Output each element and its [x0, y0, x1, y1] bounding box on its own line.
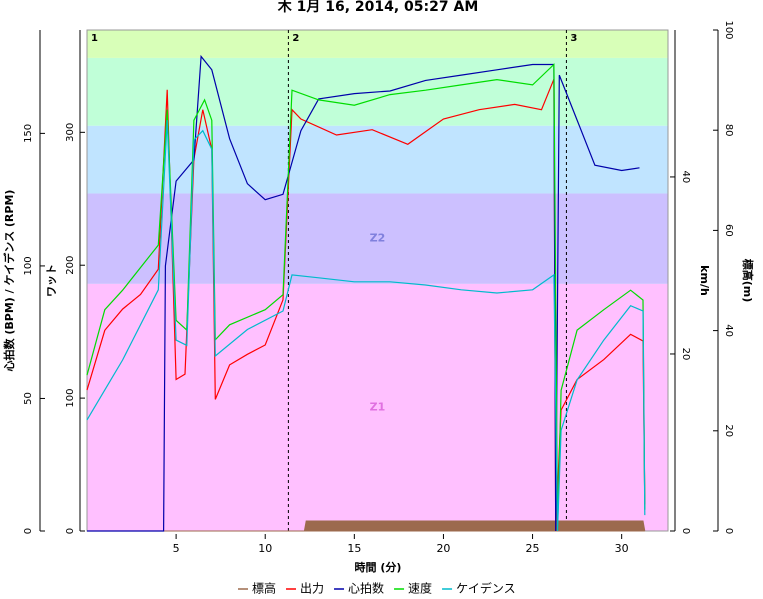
y-tick-label: 100	[65, 389, 76, 408]
y-axis-title: 標高(m)	[741, 259, 755, 303]
y-tick-label: 20	[723, 424, 734, 437]
y-tick-label: 0	[723, 528, 734, 534]
y-axis-title: km/h	[698, 265, 711, 296]
x-tick-label: 5	[173, 542, 180, 555]
x-tick-label: 20	[436, 542, 450, 555]
x-tick-label: 30	[615, 542, 629, 555]
y-axis-title: 心拍数 (BPM) / ケイデンス (RPM)	[2, 190, 16, 372]
x-tick-label: 15	[347, 542, 361, 555]
legend-label: 標高	[252, 581, 276, 596]
lap-label: 3	[570, 33, 577, 44]
y-tick-label: 100	[723, 20, 734, 39]
chart-title: 木 1月 16, 2014, 05:27 AM	[277, 0, 479, 15]
x-tick-label: 10	[258, 542, 272, 555]
y-tick-label: 200	[65, 256, 76, 275]
line	[87, 54, 640, 532]
legend-label: 出力	[300, 582, 324, 596]
legend-label: 心拍数	[348, 581, 384, 596]
lap-label: 2	[292, 33, 299, 44]
line	[86, 63, 646, 532]
y-tick-label: 0	[680, 528, 691, 534]
y-tick-label: 100	[23, 256, 34, 275]
legend-label: ケイデンス	[456, 581, 516, 596]
zone-label: Z1	[370, 400, 386, 413]
zone-band	[87, 283, 668, 531]
y-tick-label: 40	[680, 171, 691, 184]
zone-label: Z2	[370, 232, 386, 245]
zone-band	[87, 193, 668, 284]
x-tick-label: 25	[526, 542, 540, 555]
legend-label: 速度	[408, 581, 432, 596]
x-axis-title: 時間 (分)	[355, 560, 402, 574]
area	[87, 520, 646, 532]
y-tick-label: 150	[23, 124, 34, 143]
y-axis-title: ワット	[45, 264, 58, 297]
line	[86, 120, 646, 532]
y-tick-label: 20	[680, 348, 691, 361]
y-tick-label: 80	[723, 124, 734, 137]
zone-band	[87, 125, 668, 194]
y-tick-label: 60	[723, 224, 734, 237]
y-tick-label: 300	[65, 123, 76, 142]
zone-band	[87, 30, 668, 58]
y-tick-label: 0	[65, 528, 76, 534]
y-tick-label: 40	[723, 324, 734, 337]
y-tick-label: 0	[23, 528, 34, 534]
lap-label: 1	[91, 33, 98, 44]
y-tick-label: 50	[23, 392, 34, 405]
